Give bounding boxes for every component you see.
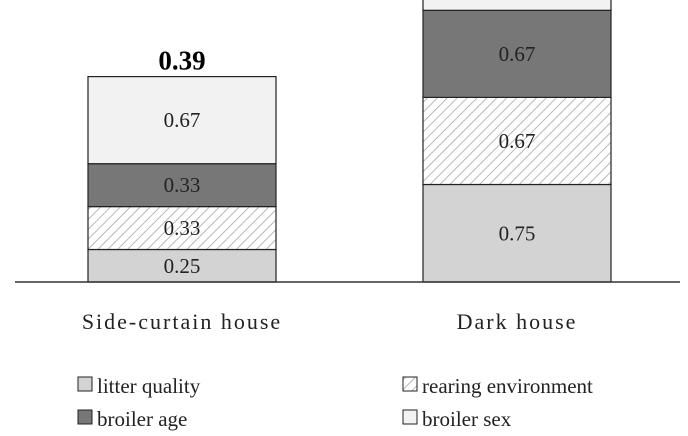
total-label: 0.39 xyxy=(158,46,205,76)
bar-segment-broiler-sex-dark-house xyxy=(422,0,612,11)
data-label: 0.67 xyxy=(499,129,536,153)
legend-item-label: litter quality xyxy=(97,374,201,398)
data-label: 0.67 xyxy=(164,108,201,132)
data-label: 0.33 xyxy=(164,173,201,197)
bars-group: 0.250.330.330.670.390.750.670.670.330.61 xyxy=(87,0,612,283)
legend: litter quality rearing environment broiler… xyxy=(77,374,593,431)
data-label: 0.67 xyxy=(499,42,536,66)
legend-swatch xyxy=(402,409,418,425)
data-label: 0.33 xyxy=(164,216,201,240)
legend-item-label: rearing environment xyxy=(422,374,593,398)
bar-segment-broiler-age-dark-house xyxy=(422,9,612,98)
bar-segment-litter-quality-side-curtain-house xyxy=(87,248,277,283)
bar-segment-litter-quality-dark-house xyxy=(422,183,612,283)
bar-segment-rearing-environment-side-curtain-house xyxy=(87,206,277,251)
category-label: Dark house xyxy=(457,309,578,334)
legend-swatch xyxy=(77,376,93,392)
legend-item-label: broiler sex xyxy=(422,407,512,431)
bar-segment-rearing-environment-dark-house xyxy=(422,96,612,186)
category-label: Side-curtain house xyxy=(82,309,282,334)
data-label: 0.75 xyxy=(499,221,536,245)
bar-segment-broiler-sex-side-curtain-house xyxy=(87,75,277,165)
legend-swatch xyxy=(402,376,418,392)
legend-swatch xyxy=(77,409,93,425)
data-label: 0.25 xyxy=(164,254,201,278)
data-label: 0.33 xyxy=(499,0,536,1)
category-labels: Side-curtain house Dark house xyxy=(82,309,578,334)
legend-item-label: broiler age xyxy=(97,407,187,431)
